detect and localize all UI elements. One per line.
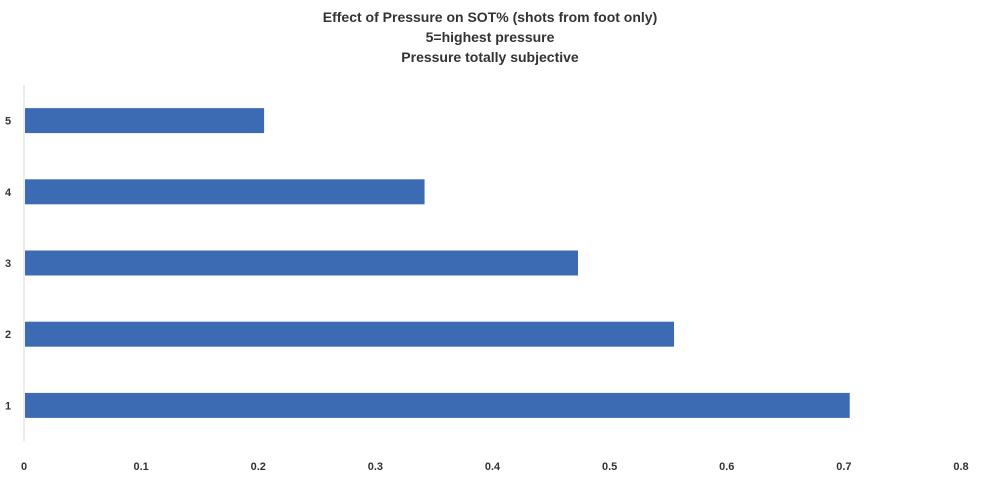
x-tick-label-0.6: 0.6 — [719, 461, 734, 473]
y-tick-label-2: 2 — [5, 329, 11, 341]
chart-title: Effect of Pressure on SOT% (shots from f… — [323, 9, 657, 65]
y-tick-label-4: 4 — [5, 187, 12, 199]
chart-title-line-1: Effect of Pressure on SOT% (shots from f… — [323, 9, 657, 25]
x-tick-label-0.4: 0.4 — [485, 461, 501, 473]
x-tick-label-0.7: 0.7 — [836, 461, 851, 473]
chart-title-line-3: Pressure totally subjective — [401, 49, 579, 65]
bar-3 — [25, 250, 579, 276]
x-tick-label-0.2: 0.2 — [251, 461, 266, 473]
x-tick-label-0.5: 0.5 — [602, 461, 617, 473]
y-axis-tick-labels: 1 2 3 4 5 — [5, 116, 12, 413]
bar-4 — [25, 179, 425, 205]
bars-group — [25, 108, 850, 418]
x-tick-label-0.8: 0.8 — [953, 461, 968, 473]
x-axis-tick-labels: 0 0.1 0.2 0.3 0.4 0.5 0.6 0.7 0.8 — [21, 461, 969, 473]
bar-1 — [25, 392, 850, 418]
y-tick-label-3: 3 — [5, 258, 11, 270]
bar-5 — [25, 108, 265, 134]
x-tick-label-0: 0 — [21, 461, 27, 473]
y-tick-label-5: 5 — [5, 116, 11, 128]
bar-2 — [25, 321, 675, 347]
x-tick-label-0.1: 0.1 — [133, 461, 148, 473]
x-tick-label-0.3: 0.3 — [368, 461, 383, 473]
chart-title-line-2: 5=highest pressure — [426, 29, 555, 45]
y-tick-label-1: 1 — [5, 400, 11, 412]
